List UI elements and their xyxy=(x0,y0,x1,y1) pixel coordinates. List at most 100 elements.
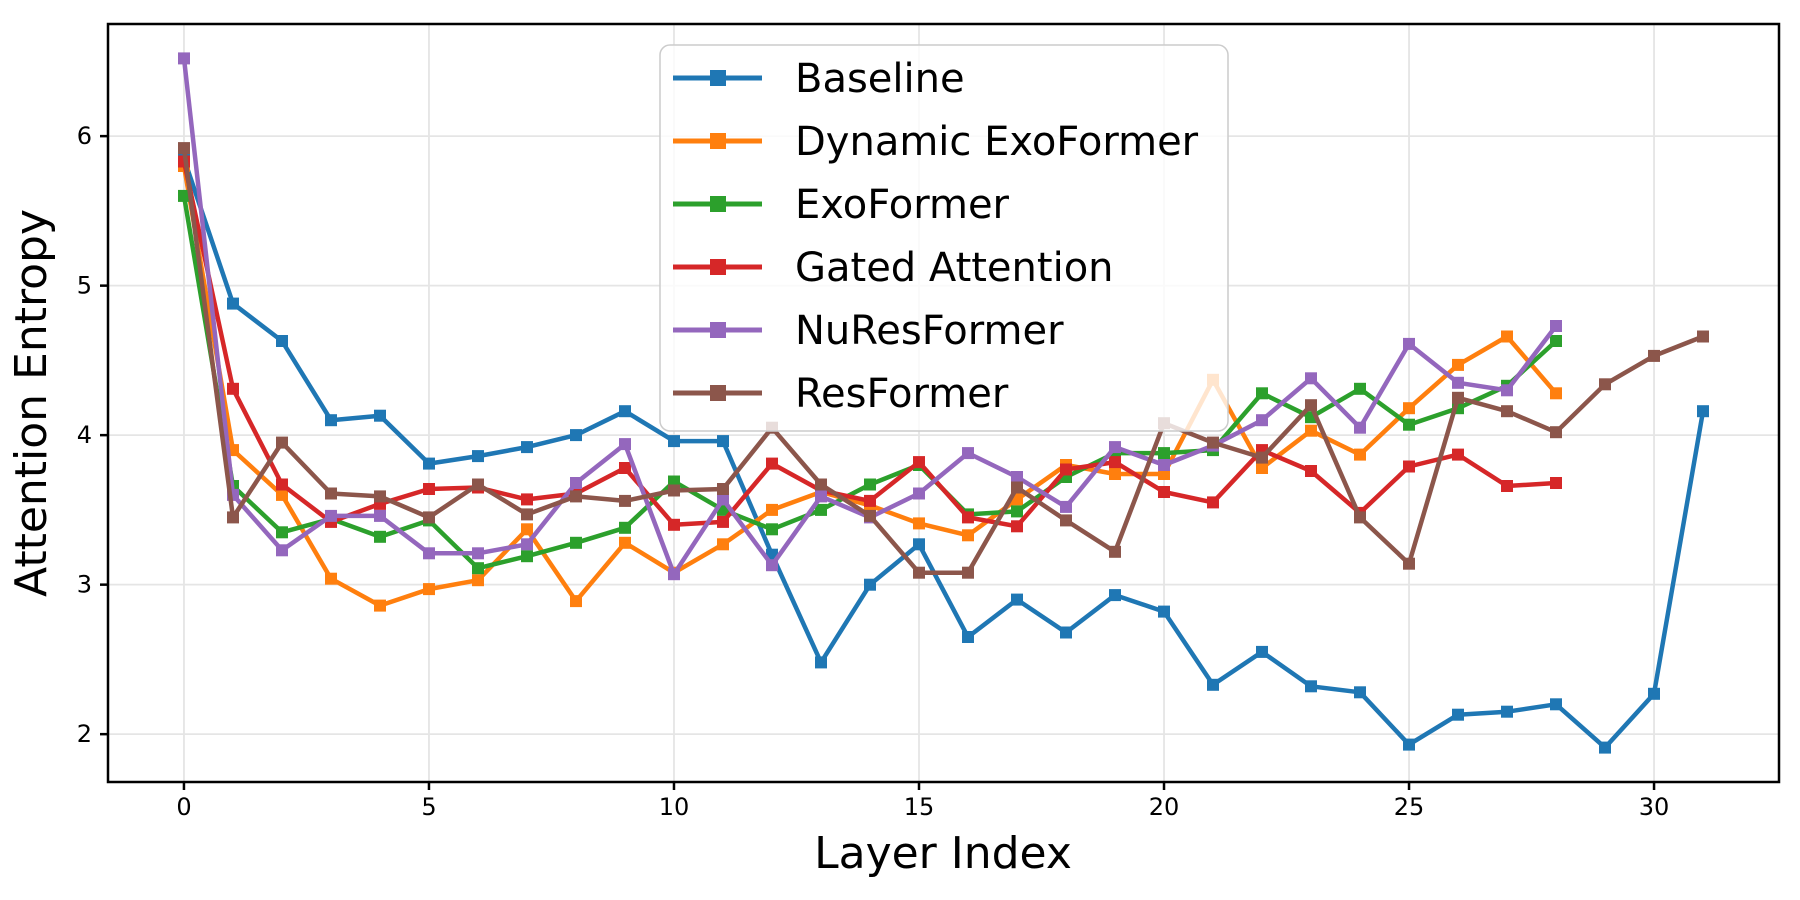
data-point xyxy=(1060,626,1072,639)
legend-label: Baseline xyxy=(795,56,965,102)
data-point xyxy=(423,547,435,560)
data-point xyxy=(1550,477,1562,489)
data-point xyxy=(1550,387,1562,400)
data-point xyxy=(227,297,239,310)
data-point xyxy=(1403,738,1415,751)
data-point xyxy=(1060,500,1072,513)
data-point xyxy=(423,457,435,470)
data-point xyxy=(1501,384,1513,397)
data-point xyxy=(1060,514,1072,527)
data-point xyxy=(1158,459,1170,471)
data-point xyxy=(1256,414,1268,427)
data-point xyxy=(1011,505,1023,518)
data-point xyxy=(423,511,435,524)
legend-entry-nuresformer: NuResFormer xyxy=(673,308,1064,354)
data-point xyxy=(1501,405,1513,418)
data-point xyxy=(962,511,974,524)
data-point xyxy=(1501,480,1513,492)
data-point xyxy=(325,487,337,500)
data-point xyxy=(1550,335,1562,347)
data-point xyxy=(668,484,680,497)
legend-entry-dynamic-exoformer: Dynamic ExoFormer xyxy=(673,119,1199,165)
data-point xyxy=(913,566,925,579)
data-point xyxy=(1256,645,1268,658)
data-point xyxy=(227,511,239,524)
x-tick-label: 15 xyxy=(904,793,935,821)
data-point xyxy=(1305,424,1317,437)
legend-entry-resformer: ResFormer xyxy=(673,371,1009,417)
data-point xyxy=(276,436,288,449)
legend-swatch-marker xyxy=(710,385,726,401)
data-point xyxy=(1550,426,1562,439)
data-point xyxy=(1207,436,1219,449)
data-point xyxy=(374,530,386,543)
data-point xyxy=(178,52,190,65)
data-point xyxy=(619,494,631,507)
data-point xyxy=(1109,456,1121,469)
data-point xyxy=(668,435,680,448)
data-point xyxy=(521,523,533,536)
data-point xyxy=(276,478,288,491)
data-point xyxy=(1305,680,1317,693)
x-tick-label: 20 xyxy=(1149,793,1180,821)
data-point xyxy=(1403,337,1415,350)
data-point xyxy=(1011,481,1023,494)
legend-label: Gated Attention xyxy=(795,245,1114,291)
data-point xyxy=(227,382,239,395)
data-point xyxy=(962,447,974,460)
legend-label: ResFormer xyxy=(795,371,1009,417)
series-layer xyxy=(178,52,1709,754)
legend-swatch-marker xyxy=(710,196,726,212)
legend-entry-exoformer: ExoFormer xyxy=(673,182,1010,228)
data-point xyxy=(1354,448,1366,461)
data-point xyxy=(815,478,827,491)
data-point xyxy=(1011,593,1023,606)
axes-layer: 0 5 10 15 20 25 30 2 3 4 5 6 xyxy=(77,22,1781,821)
data-point xyxy=(521,493,533,506)
y-tick-label: 2 xyxy=(77,720,92,748)
data-point xyxy=(521,538,533,551)
data-point xyxy=(1158,486,1170,498)
data-point xyxy=(472,574,484,587)
data-point xyxy=(619,405,631,418)
data-point xyxy=(472,547,484,560)
series-line xyxy=(181,145,1706,575)
data-point xyxy=(619,536,631,549)
data-point xyxy=(570,490,582,503)
data-point xyxy=(766,503,778,516)
data-point xyxy=(374,409,386,422)
data-point xyxy=(668,518,680,531)
data-point xyxy=(521,550,533,563)
data-point xyxy=(325,414,337,427)
data-point xyxy=(1403,418,1415,431)
series-resformer xyxy=(178,142,1709,579)
data-point xyxy=(472,562,484,575)
data-point xyxy=(1452,376,1464,389)
data-point xyxy=(864,578,876,591)
data-point xyxy=(717,515,729,528)
x-tick-label: 30 xyxy=(1639,793,1670,821)
data-point xyxy=(1697,330,1709,343)
data-point xyxy=(1550,698,1562,711)
data-point xyxy=(1207,678,1219,691)
data-point xyxy=(1354,686,1366,699)
data-point xyxy=(1452,358,1464,371)
data-point xyxy=(325,572,337,585)
data-point xyxy=(1305,399,1317,412)
data-point xyxy=(619,521,631,534)
data-point xyxy=(1599,378,1611,391)
data-point xyxy=(913,517,925,530)
legend-entry-baseline: Baseline xyxy=(673,56,965,102)
data-point xyxy=(1354,421,1366,434)
data-point xyxy=(1501,330,1513,343)
legend-swatch-marker xyxy=(710,322,726,338)
legend-label: Dynamic ExoFormer xyxy=(795,119,1199,165)
data-point xyxy=(1109,468,1121,480)
data-point xyxy=(962,631,974,643)
data-point xyxy=(1403,460,1415,473)
data-point xyxy=(1256,462,1268,474)
data-point xyxy=(1501,705,1513,718)
data-point xyxy=(913,456,925,469)
y-tick-label: 6 xyxy=(77,122,92,150)
y-tick-label: 3 xyxy=(77,571,92,599)
